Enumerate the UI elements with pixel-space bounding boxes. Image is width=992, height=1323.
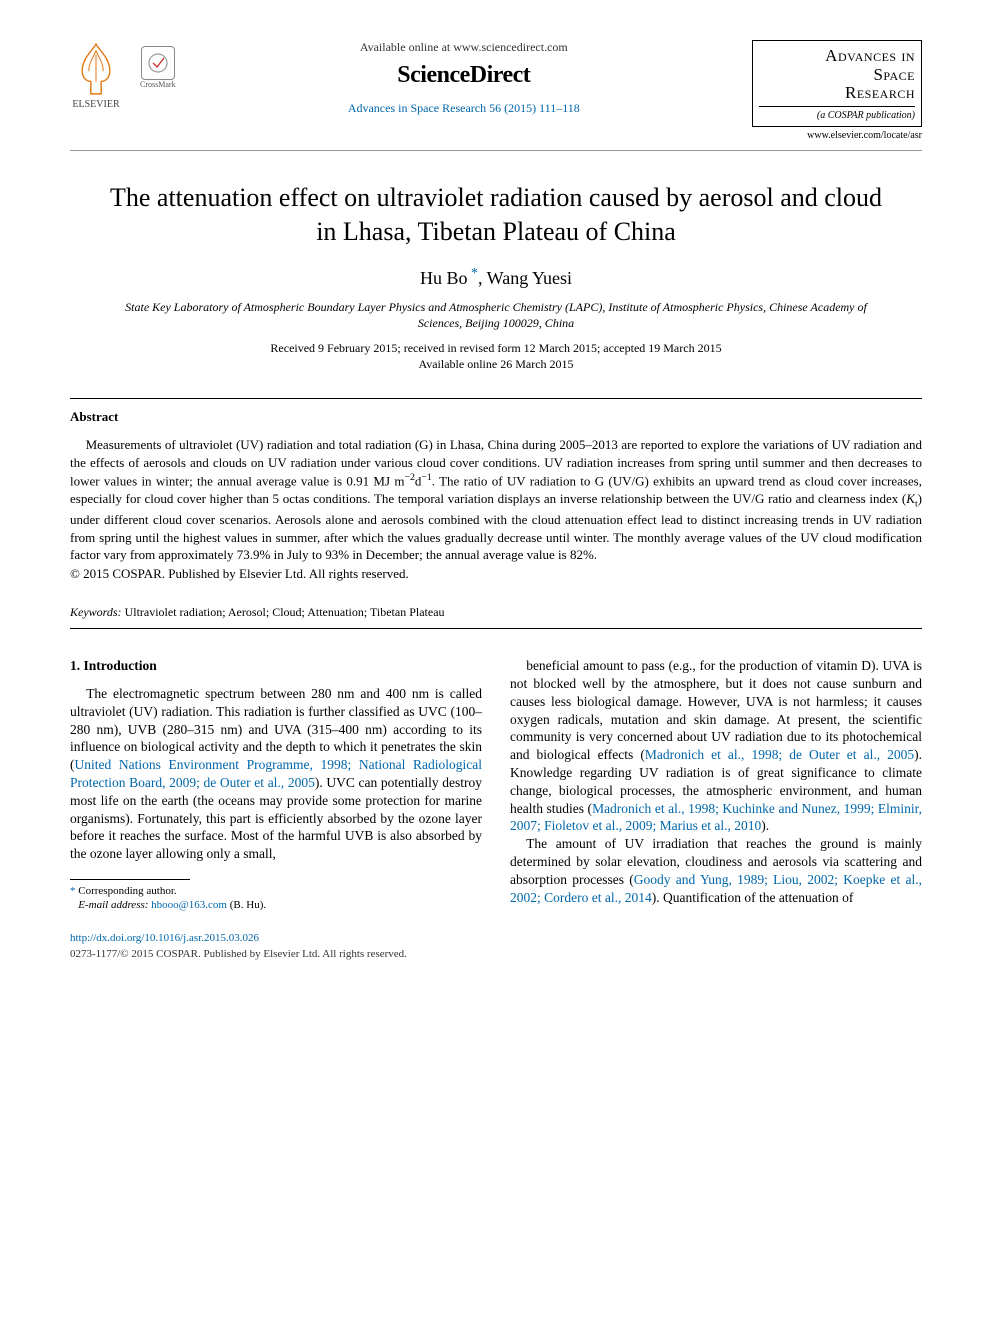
locate-url[interactable]: www.elsevier.com/locate/asr bbox=[752, 129, 922, 142]
footnote-rule bbox=[70, 879, 190, 880]
intro-para-right-2: The amount of UV irradiation that reache… bbox=[510, 835, 922, 906]
available-online-line: Available online at www.sciencedirect.co… bbox=[186, 40, 742, 56]
journal-name-l3: Research bbox=[845, 83, 915, 102]
authors-line: Hu Bo *, Wang Yuesi bbox=[70, 265, 922, 290]
abstract-text: Measurements of ultraviolet (UV) radiati… bbox=[70, 436, 922, 563]
author-1[interactable]: Hu Bo bbox=[420, 268, 468, 288]
journal-name-l1: Advances in bbox=[825, 46, 915, 65]
elsevier-logo[interactable]: ELSEVIER bbox=[70, 40, 122, 111]
section-1-heading: 1. Introduction bbox=[70, 657, 482, 675]
journal-name: Advances in Space Research bbox=[759, 47, 915, 103]
elsevier-label: ELSEVIER bbox=[72, 98, 119, 111]
footnote-star-icon: * bbox=[70, 885, 76, 897]
elsevier-tree-icon bbox=[70, 40, 122, 98]
keywords-list: Ultraviolet radiation; Aerosol; Cloud; A… bbox=[125, 605, 445, 619]
doi-link[interactable]: http://dx.doi.org/10.1016/j.asr.2015.03.… bbox=[70, 931, 922, 945]
header-center: Available online at www.sciencedirect.co… bbox=[176, 40, 752, 116]
crossmark-label: CrossMark bbox=[140, 80, 176, 90]
abstract-copyright: © 2015 COSPAR. Published by Elsevier Ltd… bbox=[70, 566, 922, 583]
journal-name-l2: Space bbox=[873, 65, 915, 84]
footnote-corr: Corresponding author. bbox=[78, 885, 176, 897]
intro-para-right-1: beneficial amount to pass (e.g., for the… bbox=[510, 657, 922, 835]
dates-line1: Received 9 February 2015; received in re… bbox=[70, 341, 922, 357]
abstract-heading: Abstract bbox=[70, 409, 922, 426]
author-2[interactable]: Wang Yuesi bbox=[487, 268, 572, 288]
issn-line: 0273-1177/© 2015 COSPAR. Published by El… bbox=[70, 947, 922, 961]
abstract-rule-bottom bbox=[70, 628, 922, 629]
body-columns: 1. Introduction The electromagnetic spec… bbox=[70, 657, 922, 913]
journal-reference-link[interactable]: Advances in Space Research 56 (2015) 111… bbox=[186, 101, 742, 117]
keywords-label: Keywords: bbox=[70, 605, 122, 619]
article-title: The attenuation effect on ultraviolet ra… bbox=[110, 181, 882, 249]
header-right: Advances in Space Research (a COSPAR pub… bbox=[752, 40, 922, 142]
footnote-email-name: (B. Hu). bbox=[230, 899, 266, 911]
keywords-line: Keywords: Ultraviolet radiation; Aerosol… bbox=[70, 605, 922, 621]
corresponding-star-icon: * bbox=[467, 266, 478, 281]
column-right: beneficial amount to pass (e.g., for the… bbox=[510, 657, 922, 913]
header-left: ELSEVIER CrossMark bbox=[70, 40, 176, 111]
crossmark-icon bbox=[141, 46, 175, 80]
corresponding-footnote: * Corresponding author. E-mail address: … bbox=[70, 884, 482, 913]
sciencedirect-logo[interactable]: ScienceDirect bbox=[186, 60, 742, 91]
affiliation: State Key Laboratory of Atmospheric Boun… bbox=[110, 300, 882, 331]
crossmark-badge[interactable]: CrossMark bbox=[140, 46, 176, 90]
dates-line2: Available online 26 March 2015 bbox=[70, 357, 922, 373]
article-dates: Received 9 February 2015; received in re… bbox=[70, 341, 922, 372]
footnote-email-label: E-mail address: bbox=[78, 899, 148, 911]
footnote-email-link[interactable]: hbooo@163.com bbox=[151, 899, 227, 911]
column-left: 1. Introduction The electromagnetic spec… bbox=[70, 657, 482, 913]
page-footer: http://dx.doi.org/10.1016/j.asr.2015.03.… bbox=[70, 931, 922, 962]
abstract-body: Measurements of ultraviolet (UV) radiati… bbox=[70, 436, 922, 563]
journal-subtitle: (a COSPAR publication) bbox=[759, 106, 915, 122]
page-header: ELSEVIER CrossMark Available online at w… bbox=[70, 40, 922, 151]
intro-para-left: The electromagnetic spectrum between 280… bbox=[70, 685, 482, 863]
abstract-rule-top bbox=[70, 398, 922, 399]
